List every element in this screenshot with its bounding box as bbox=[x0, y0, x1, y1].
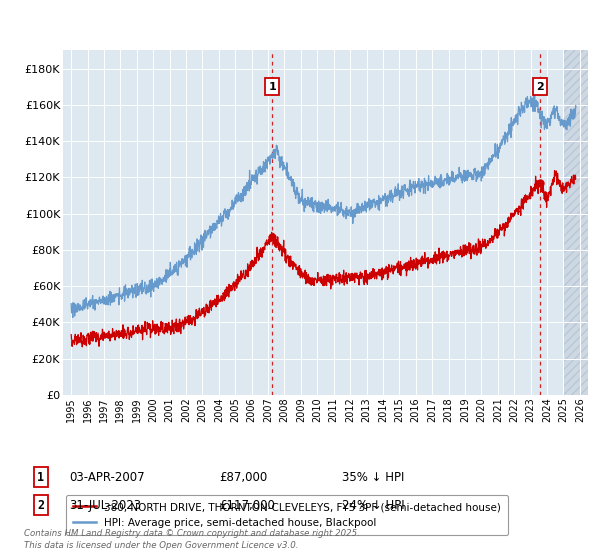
Text: 35% ↓ HPI: 35% ↓ HPI bbox=[342, 470, 404, 484]
Text: 31-JUL-2023: 31-JUL-2023 bbox=[69, 498, 141, 512]
Text: 2: 2 bbox=[536, 82, 544, 92]
Text: £87,000: £87,000 bbox=[219, 470, 267, 484]
Text: Contains HM Land Registry data © Crown copyright and database right 2025.: Contains HM Land Registry data © Crown c… bbox=[24, 529, 360, 538]
Text: £117,000: £117,000 bbox=[219, 498, 275, 512]
Text: This data is licensed under the Open Government Licence v3.0.: This data is licensed under the Open Gov… bbox=[24, 541, 299, 550]
Text: 03-APR-2007: 03-APR-2007 bbox=[69, 470, 145, 484]
Bar bbox=[563, 50, 588, 395]
Text: 1: 1 bbox=[37, 470, 44, 484]
Text: 2: 2 bbox=[37, 498, 44, 512]
Legend: 380, NORTH DRIVE, THORNTON-CLEVELEYS, FY5 3PF (semi-detached house), HPI: Averag: 380, NORTH DRIVE, THORNTON-CLEVELEYS, FY… bbox=[65, 494, 508, 535]
Text: 1: 1 bbox=[268, 82, 276, 92]
Text: 24% ↓ HPI: 24% ↓ HPI bbox=[342, 498, 404, 512]
